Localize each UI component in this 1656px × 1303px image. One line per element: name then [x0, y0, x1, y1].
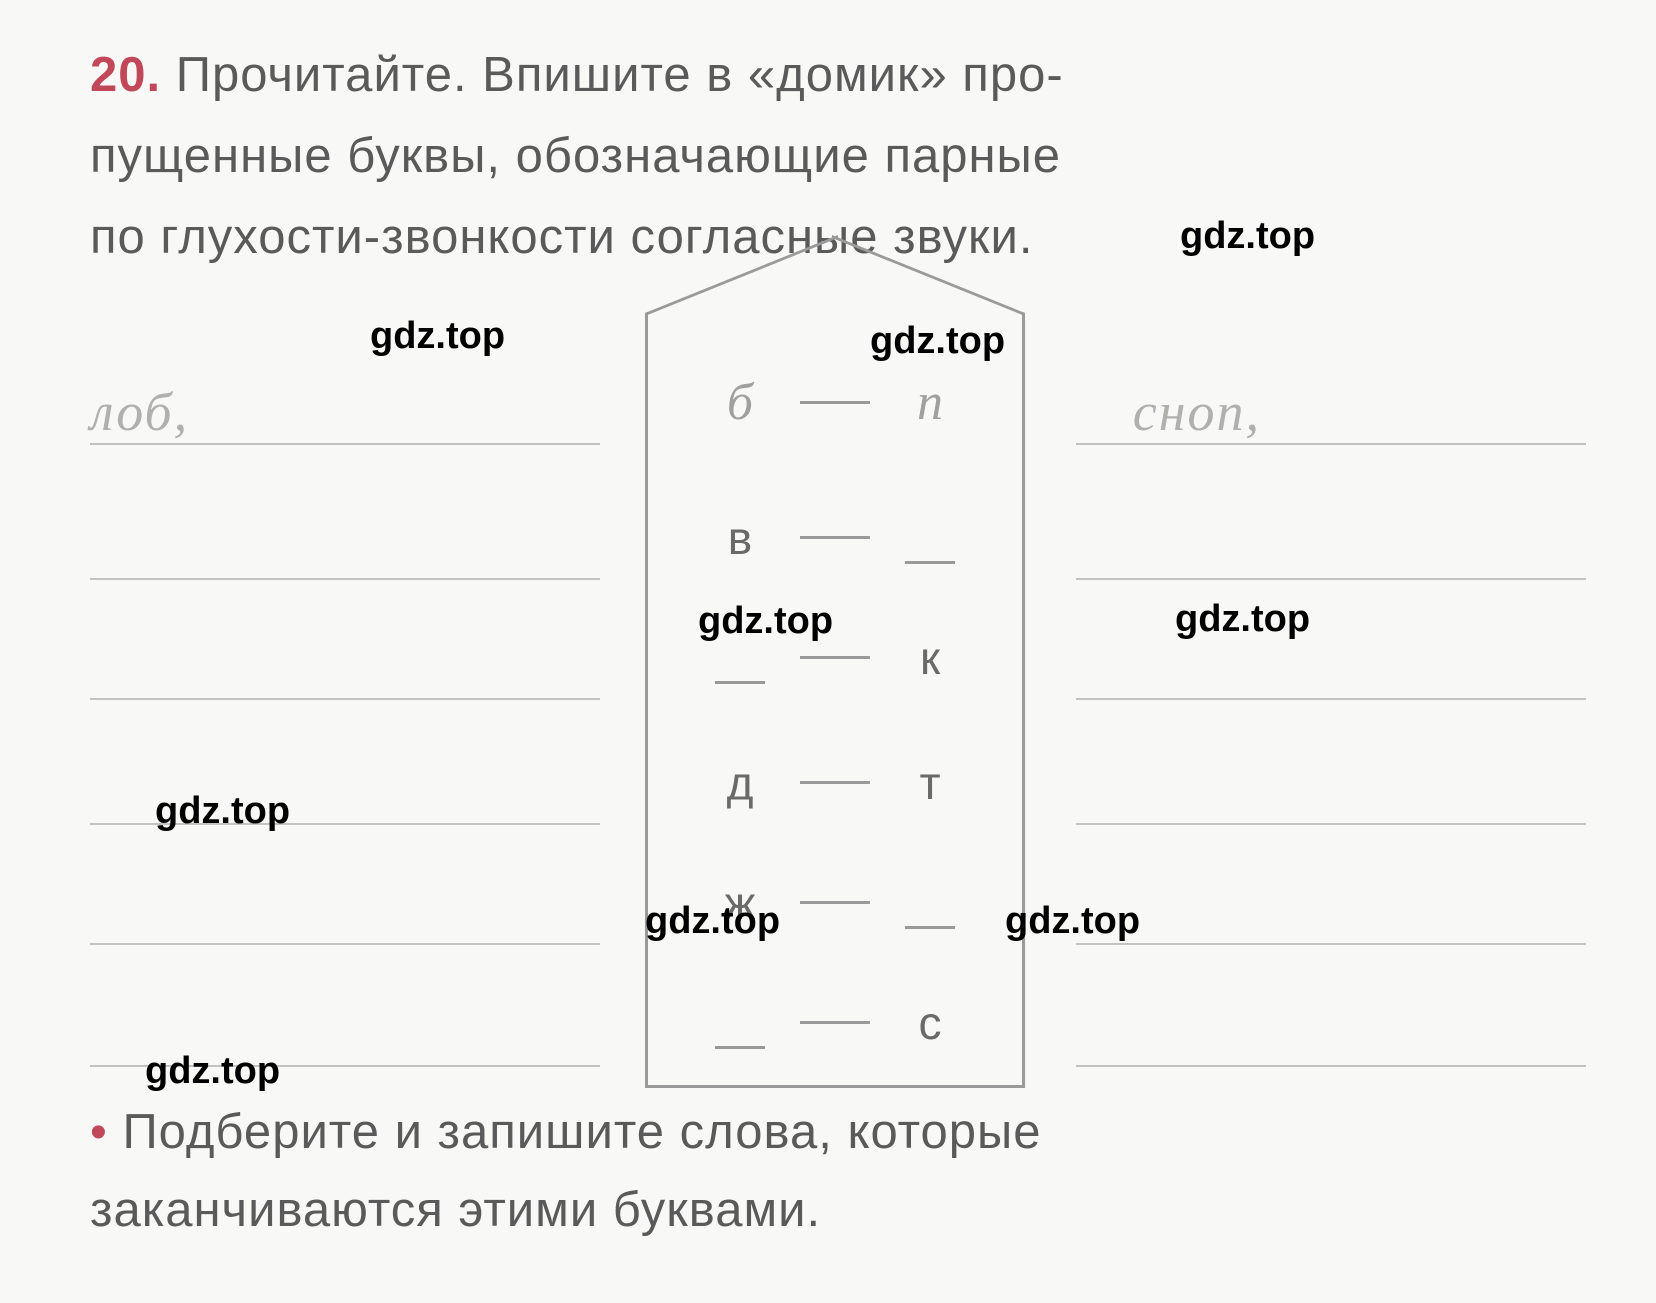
- dash-3: [800, 781, 870, 784]
- line-right-3[interactable]: [1076, 823, 1586, 825]
- letter-right-0: п: [900, 373, 960, 432]
- instruction-line1: Прочитайте. Впишите в «домик» про-: [176, 48, 1064, 102]
- blank-right-4[interactable]: [905, 907, 955, 929]
- footer-line2: заканчиваются этими буквами.: [90, 1183, 821, 1237]
- exercise-number: 20.: [90, 48, 161, 102]
- instruction-line2: пущенные буквы, обозначающие парные: [90, 129, 1061, 183]
- pair-row-5: с: [648, 993, 1022, 1053]
- line-right-2[interactable]: [1076, 698, 1586, 700]
- blank-left-5[interactable]: [715, 1027, 765, 1049]
- house-container: б п в к д т ж с: [645, 313, 1025, 1088]
- line-right-5[interactable]: [1076, 1065, 1586, 1067]
- pair-row-2: к: [648, 628, 1022, 688]
- line-right-0[interactable]: [1076, 443, 1586, 445]
- line-right-4[interactable]: [1076, 943, 1586, 945]
- letter-right-3: т: [900, 756, 960, 810]
- bullet-icon: •: [90, 1106, 108, 1159]
- pair-row-1: в: [648, 508, 1022, 568]
- dash-1: [800, 536, 870, 539]
- line-left-1[interactable]: [90, 578, 600, 580]
- footer-instruction: • Подберите и запишите слова, которые за…: [90, 1093, 1586, 1250]
- dash-0: [800, 401, 870, 404]
- letter-right-2: к: [900, 631, 960, 685]
- line-left-5[interactable]: [90, 1065, 600, 1067]
- dash-5: [800, 1021, 870, 1024]
- blank-left-2[interactable]: [715, 662, 765, 684]
- line-left-2[interactable]: [90, 698, 600, 700]
- house-roof: [645, 233, 1025, 313]
- line-left-0[interactable]: [90, 443, 600, 445]
- letter-left-1: в: [710, 511, 770, 565]
- letter-left-4: ж: [710, 876, 770, 930]
- blank-right-1[interactable]: [905, 542, 955, 564]
- dash-2: [800, 656, 870, 659]
- pair-row-4: ж: [648, 873, 1022, 933]
- example-right: сноп,: [1133, 381, 1261, 443]
- line-left-4[interactable]: [90, 943, 600, 945]
- pair-row-3: д т: [648, 753, 1022, 813]
- dash-4: [800, 901, 870, 904]
- letter-right-5: с: [900, 996, 960, 1050]
- example-left: лоб,: [90, 381, 189, 443]
- work-area: б п в к д т ж с лоб, сноп: [90, 333, 1586, 1063]
- line-left-3[interactable]: [90, 823, 600, 825]
- footer-line1: Подберите и запишите слова, которые: [122, 1105, 1041, 1159]
- letter-left-0: б: [710, 373, 770, 432]
- letter-left-3: д: [710, 756, 770, 810]
- pair-row-0: б п: [648, 373, 1022, 433]
- line-right-1[interactable]: [1076, 578, 1586, 580]
